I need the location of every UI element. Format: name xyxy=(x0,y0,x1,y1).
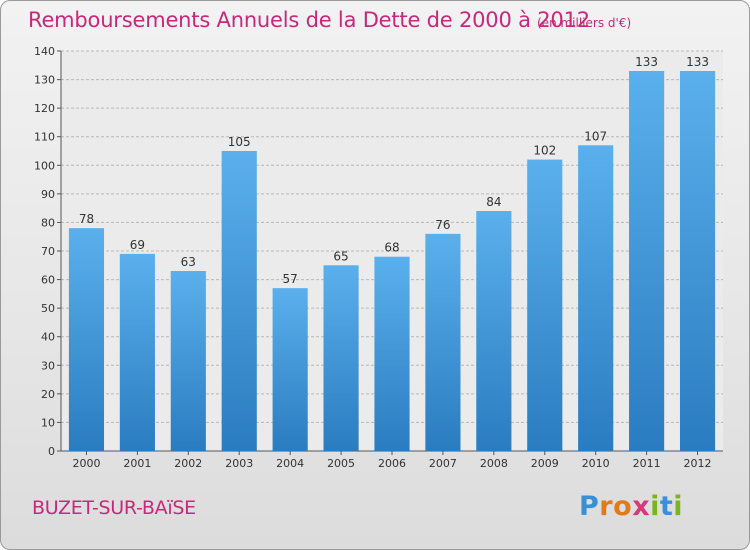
y-tick-label: 110 xyxy=(34,131,55,144)
data-label: 105 xyxy=(228,135,251,149)
logo-letter: r xyxy=(599,491,614,522)
bar xyxy=(170,271,206,451)
bar xyxy=(221,151,257,451)
data-label: 102 xyxy=(533,144,556,158)
x-tick-label: 2006 xyxy=(378,457,406,470)
bar xyxy=(476,211,512,451)
y-tick-label: 120 xyxy=(34,102,55,115)
bar xyxy=(629,71,665,451)
y-tick-label: 80 xyxy=(41,216,55,229)
logo-letter: i xyxy=(650,491,660,522)
data-label: 57 xyxy=(283,272,298,286)
x-tick-label: 2009 xyxy=(531,457,559,470)
x-tick-label: 2004 xyxy=(276,457,304,470)
y-tick-label: 30 xyxy=(41,359,55,372)
bar xyxy=(679,71,716,451)
x-tick-label: 2001 xyxy=(123,457,151,470)
data-label: 133 xyxy=(686,55,709,69)
logo-letter: P xyxy=(579,491,600,522)
chart-title: Remboursements Annuels de la Dette de 20… xyxy=(28,8,590,32)
bar xyxy=(578,145,614,452)
bar xyxy=(374,256,410,451)
data-label: 133 xyxy=(635,55,658,69)
y-tick-label: 90 xyxy=(41,188,55,201)
y-tick-label: 10 xyxy=(41,416,55,429)
data-label: 65 xyxy=(333,249,348,263)
y-tick-label: 100 xyxy=(34,159,55,172)
logo-letter: i xyxy=(673,491,684,522)
x-tick-label: 2011 xyxy=(633,457,661,470)
bar xyxy=(323,265,359,451)
proxiti-logo: Proxiti xyxy=(579,491,683,522)
data-label: 84 xyxy=(486,195,501,209)
y-tick-label: 50 xyxy=(41,302,55,315)
data-label: 76 xyxy=(435,218,450,232)
data-label: 63 xyxy=(181,255,196,269)
bar xyxy=(68,228,105,451)
data-label: 69 xyxy=(130,238,145,252)
chart-subtitle: (en milliers d'€) xyxy=(537,16,632,30)
x-tick-label: 2005 xyxy=(327,457,355,470)
city-name: BUZET-SUR-BAïSE xyxy=(32,497,196,519)
x-tick-label: 2008 xyxy=(480,457,508,470)
bar xyxy=(272,288,308,451)
x-tick-label: 2007 xyxy=(429,457,457,470)
bar xyxy=(425,233,461,451)
x-tick-label: 2010 xyxy=(582,457,610,470)
y-tick-label: 20 xyxy=(41,388,55,401)
y-tick-label: 0 xyxy=(48,445,55,458)
y-tick-label: 70 xyxy=(41,245,55,258)
x-tick-label: 2000 xyxy=(72,457,100,470)
x-tick-label: 2002 xyxy=(174,457,202,470)
data-label: 68 xyxy=(384,241,399,255)
y-tick-label: 140 xyxy=(34,45,55,58)
y-tick-label: 130 xyxy=(34,74,55,87)
logo-letter: x xyxy=(632,491,651,522)
bar xyxy=(119,253,155,451)
logo-letter: t xyxy=(659,491,674,522)
y-tick-label: 60 xyxy=(41,274,55,287)
x-tick-label: 2012 xyxy=(684,457,712,470)
data-label: 78 xyxy=(79,212,94,226)
data-label: 107 xyxy=(584,129,607,143)
bar xyxy=(527,159,563,452)
logo-letter: o xyxy=(613,491,633,522)
x-tick-label: 2003 xyxy=(225,457,253,470)
y-tick-label: 40 xyxy=(41,331,55,344)
